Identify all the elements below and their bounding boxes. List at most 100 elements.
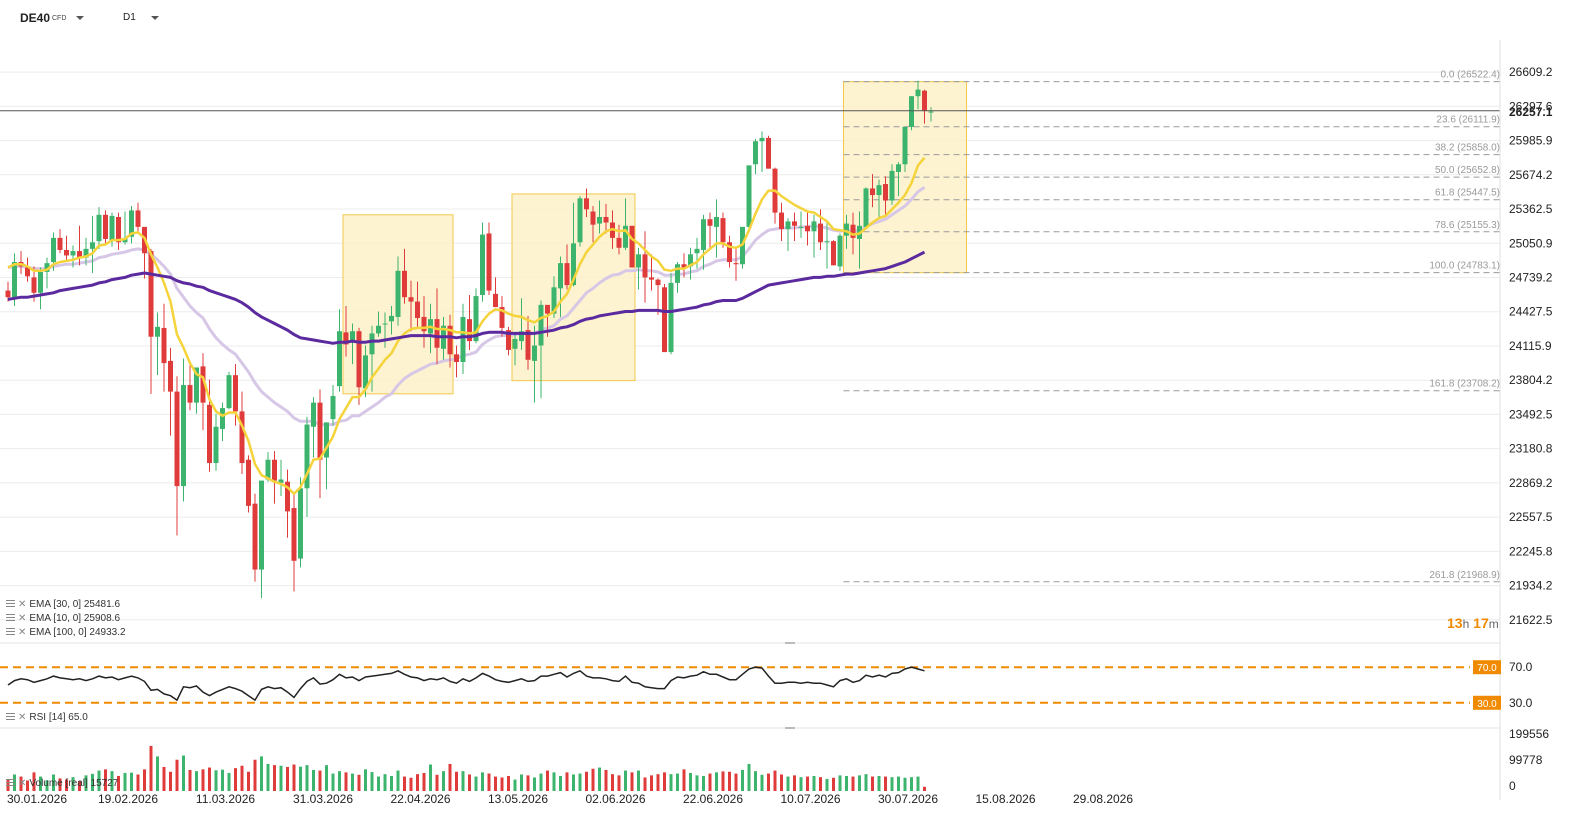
candle-body: [311, 402, 316, 427]
volume-bar: [877, 775, 881, 791]
volume-bar: [338, 771, 341, 791]
settings-icon[interactable]: [6, 628, 15, 637]
close-icon[interactable]: ✕: [18, 613, 27, 624]
close-icon[interactable]: ✕: [18, 599, 27, 610]
close-icon[interactable]: ✕: [18, 712, 27, 723]
volume-bar: [39, 776, 42, 791]
volume-bar: [130, 772, 133, 791]
current-price-line: 26257.1: [0, 102, 1556, 119]
timeframe-dropdown-icon[interactable]: [151, 16, 159, 20]
candle-body: [584, 198, 589, 210]
candle-body: [636, 254, 641, 268]
candle-body: [707, 219, 713, 226]
candle-body: [915, 89, 921, 97]
volume-bar: [702, 775, 705, 791]
candle-body: [675, 264, 680, 283]
candle-body: [759, 137, 765, 142]
candle-body: [382, 323, 388, 325]
candle-body: [31, 277, 37, 293]
current-price-badge: [1502, 102, 1556, 119]
candle-body: [96, 214, 102, 242]
candle-body: [655, 279, 661, 286]
fib-level-label: 50.0 (25652.8): [1435, 165, 1500, 176]
volume-bar: [624, 770, 627, 791]
price-tick-label: 26297.6: [1509, 99, 1553, 113]
volume-bar: [455, 771, 458, 791]
settings-icon[interactable]: [6, 779, 15, 788]
time-tick-label: 22.04.2026: [390, 792, 450, 806]
symbol-dropdown-icon[interactable]: [76, 16, 84, 20]
candle-body: [83, 248, 89, 258]
indicator-volume[interactable]: ✕ Volume [real] 15727: [6, 777, 118, 790]
indicator-ema30[interactable]: ✕ EMA [30, 0] 25481.6: [6, 598, 120, 611]
close-icon[interactable]: ✕: [18, 627, 27, 638]
candle-body: [922, 90, 927, 111]
volume-bar: [578, 773, 582, 791]
price-tick-label: 21622.5: [1509, 613, 1553, 627]
candle-body: [226, 375, 232, 409]
volume-bar: [864, 774, 868, 791]
symbol-label[interactable]: DE40: [20, 11, 51, 25]
candle-body: [402, 270, 407, 298]
candle-body: [883, 184, 888, 201]
close-icon[interactable]: ✕: [18, 778, 27, 789]
candlesticks: [5, 80, 934, 599]
candle-body: [116, 217, 121, 243]
price-tick-label: 25050.9: [1509, 236, 1553, 250]
indicator-ema100[interactable]: ✕ EMA [100, 0] 24933.2: [6, 626, 126, 639]
candle-body: [688, 254, 693, 267]
price-tick-label: 22245.8: [1509, 544, 1553, 558]
volume-bar: [689, 772, 692, 791]
fib-level-label: 161.8 (23708.2): [1429, 379, 1500, 390]
price-tick-label: 22869.2: [1509, 476, 1553, 490]
candle-body: [818, 223, 823, 243]
volume-bar: [52, 774, 55, 791]
fib-level-label: 0.0 (26522.4): [1441, 70, 1501, 81]
volume-bar: [754, 771, 757, 791]
candle-body: [694, 248, 700, 254]
volume-bar: [442, 771, 445, 791]
indicator-rsi[interactable]: ✕ RSI [14] 65.0: [6, 711, 88, 724]
volume-bar: [390, 775, 393, 791]
candle-body: [538, 304, 544, 346]
volume-bar: [227, 772, 231, 791]
volume-bar: [273, 765, 276, 791]
candle-body: [77, 251, 82, 258]
volume-bar: [598, 767, 601, 791]
candle-body: [642, 254, 648, 278]
settings-icon[interactable]: [6, 614, 15, 623]
candle-body: [200, 366, 206, 403]
candle-body: [25, 267, 30, 277]
volume-bar: [416, 774, 419, 791]
volume-bar: [799, 777, 803, 791]
volume-bar: [149, 745, 153, 791]
timeframe-label[interactable]: D1: [123, 12, 136, 23]
settings-icon[interactable]: [6, 600, 15, 609]
candle-body: [129, 210, 134, 237]
time-tick-label: 15.08.2026: [975, 792, 1035, 806]
rsi-line: [7, 666, 925, 702]
candle-body: [298, 488, 303, 559]
candle-body: [109, 215, 115, 241]
time-tick-label: 30.01.2026: [7, 792, 67, 806]
volume-bar: [669, 774, 673, 791]
volume-bar: [663, 772, 666, 791]
settings-icon[interactable]: [6, 713, 15, 722]
candle-body: [324, 422, 329, 458]
volume-bar: [897, 776, 900, 791]
candle-body: [577, 198, 583, 243]
candle-body: [701, 219, 706, 250]
time-tick-label: 22.06.2026: [683, 792, 743, 806]
volume-bar: [325, 765, 328, 791]
volume-bar: [890, 777, 894, 791]
volume-axis-label: 99778: [1509, 753, 1543, 767]
candle-body: [285, 481, 290, 512]
volume-bar: [331, 773, 335, 791]
candle-body: [525, 330, 531, 360]
candle-body: [220, 408, 225, 429]
indicator-ema10[interactable]: ✕ EMA [10, 0] 25908.6: [6, 612, 120, 625]
volume-bar: [611, 774, 614, 791]
volume-bar: [260, 756, 263, 791]
candle-body: [168, 360, 173, 392]
